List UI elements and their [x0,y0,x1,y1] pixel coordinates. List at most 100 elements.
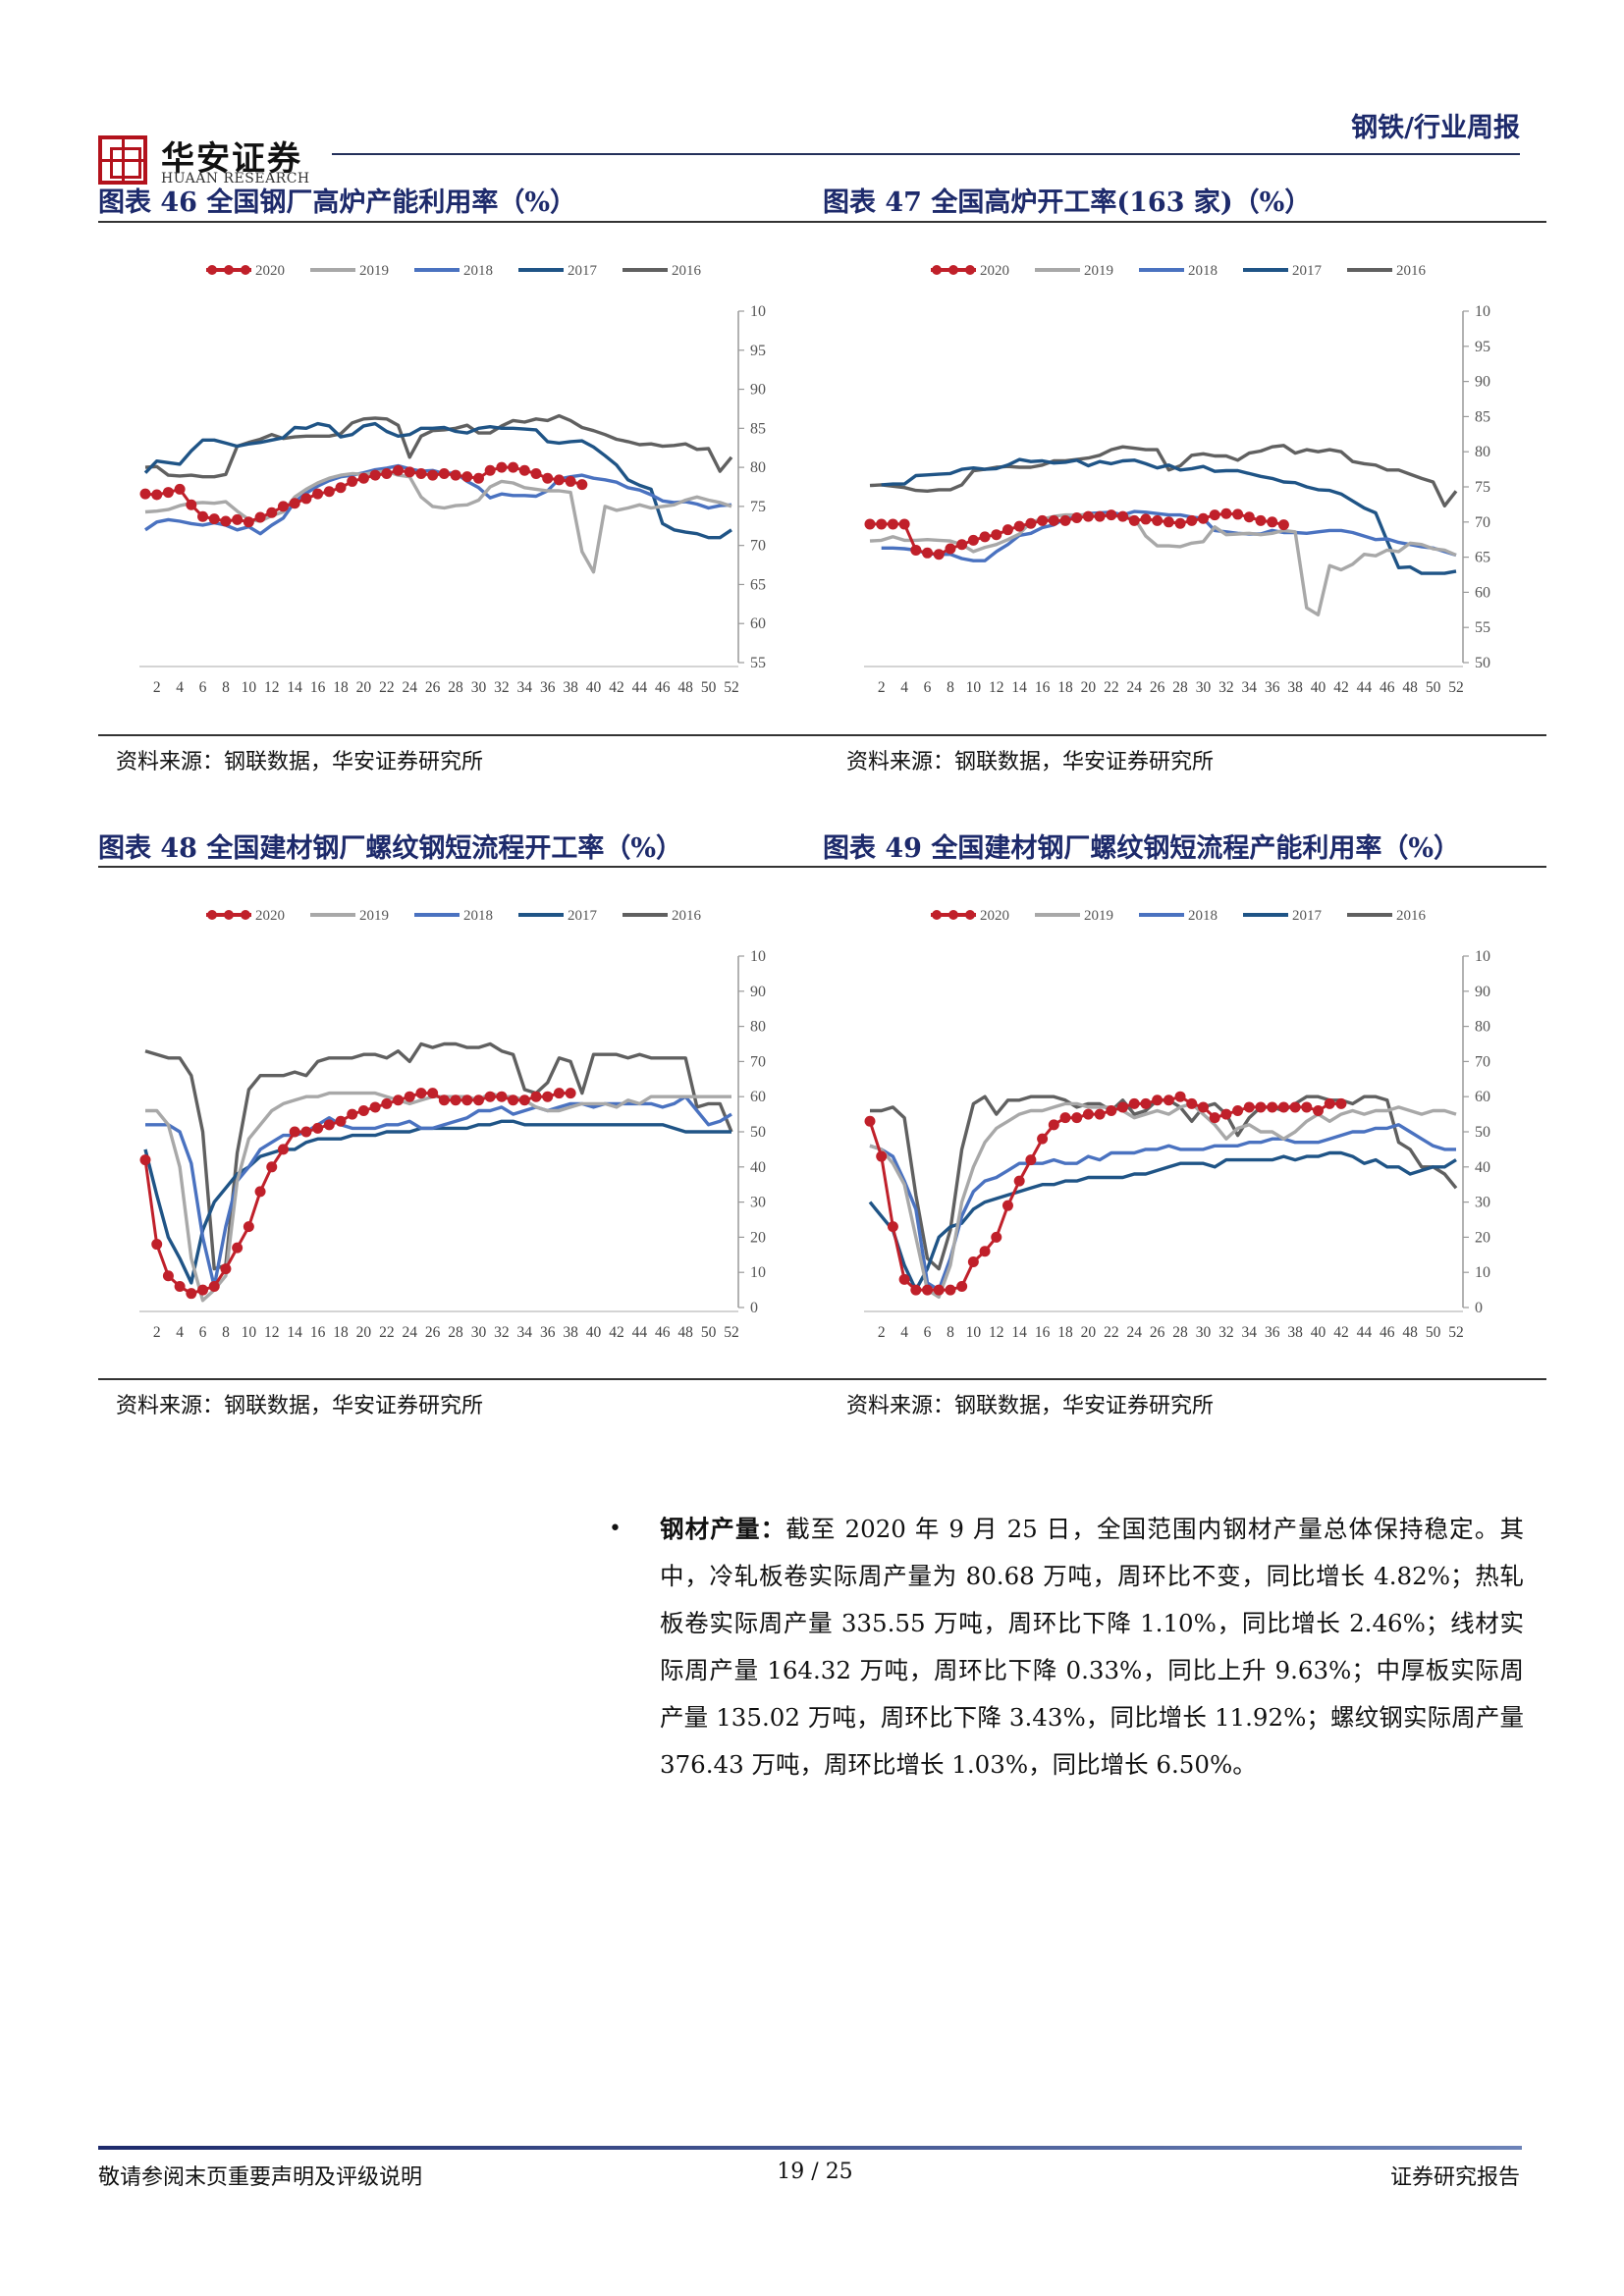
data-point-2020 [1267,1101,1278,1113]
data-point-2020 [1277,1101,1289,1113]
data-point-2020 [232,513,244,525]
data-point-2020 [300,493,312,505]
x-tick-label: 22 [1104,1324,1119,1341]
data-point-2020 [1255,1101,1267,1113]
y-tick-label: 85 [1475,408,1490,425]
data-point-2020 [1001,1200,1013,1211]
legend-label: 2017 [1292,263,1323,279]
data-point-2020 [1106,509,1117,521]
x-tick-label: 42 [609,679,624,696]
y-tick-label: 50 [1475,655,1490,671]
x-tick-label: 44 [1357,1324,1373,1341]
series-line-2019 [869,1101,1457,1299]
x-tick-label: 26 [425,1324,441,1341]
y-tick-label: 80 [750,459,766,476]
chart-source-48: 资料来源：钢联数据，华安证券研究所 [116,1394,484,1418]
y-tick-label: 80 [750,1019,766,1036]
data-point-2020 [335,482,347,494]
data-point-2020 [518,464,530,476]
data-point-2020 [910,544,922,556]
data-point-2020 [933,549,945,561]
x-tick-label: 16 [310,679,326,696]
data-point-2020 [496,1091,508,1102]
data-point-2020 [1186,1097,1198,1109]
legend-item-2018: 2018 [414,908,493,924]
y-tick-label: 10 [1475,1264,1490,1281]
x-tick-label: 42 [609,1324,624,1341]
data-point-2020 [323,1119,335,1131]
x-tick-label: 34 [517,1324,533,1341]
data-point-2020 [277,501,289,512]
x-tick-label: 10 [242,679,257,696]
data-point-2020 [415,1088,427,1099]
x-tick-label: 44 [632,679,648,696]
title-underline [98,221,1546,223]
x-tick-label: 10 [966,679,982,696]
y-tick-label: 75 [1475,479,1490,496]
data-point-2020 [208,513,220,525]
data-point-2020 [1209,1112,1220,1124]
chart-eaf-operating-rate: 2020 2019 2018 2017 201601020304050607080901… [139,908,766,1341]
series-line-2017 [143,1119,731,1285]
x-tick-label: 26 [1150,679,1165,696]
data-point-2020 [1048,1119,1059,1131]
data-point-2020 [461,1095,473,1106]
x-tick-label: 14 [287,1324,302,1341]
data-point-2020 [1197,1101,1209,1113]
data-point-2020 [1001,524,1013,536]
data-point-2020 [1255,514,1267,526]
data-point-2020 [404,1091,415,1102]
x-tick-label: 10 [966,1324,982,1341]
legend-label: 2020 [980,908,1009,924]
data-point-2020 [1163,516,1174,528]
report-type: 钢铁/行业周报 [1351,113,1520,143]
series-line-2018 [869,1123,1456,1292]
data-point-2020 [979,1246,991,1257]
x-tick-label: 52 [1448,679,1464,696]
y-tick-label: 60 [750,615,766,632]
data-point-2020 [530,467,542,479]
x-tick-label: 10 [242,1324,257,1341]
data-point-2020 [956,1281,968,1293]
legend-item-2020: 2020 [931,263,1009,279]
series-line-2017 [881,457,1457,575]
y-tick-label: 95 [1475,339,1490,355]
x-tick-label: 8 [222,679,230,696]
y-tick-label: 80 [1475,1019,1490,1036]
data-point-2020 [347,475,358,487]
x-tick-label: 42 [1333,679,1349,696]
x-tick-label: 48 [1402,1324,1418,1341]
data-point-2020 [369,469,381,481]
data-point-2020 [1243,1101,1255,1113]
series-line-2017 [143,421,732,540]
x-tick-label: 42 [1333,1324,1349,1341]
y-tick-label: 100 [1475,303,1490,320]
data-point-2020 [139,488,151,500]
x-tick-label: 16 [1035,1324,1051,1341]
data-point-2020 [174,1281,186,1293]
series-line-2019 [869,512,1457,616]
data-point-2020 [1037,514,1049,526]
footer-report-label: 证券研究报告 [1389,2165,1520,2190]
data-point-2020 [243,1221,254,1233]
x-tick-label: 34 [1242,1324,1258,1341]
x-tick-label: 26 [1150,1324,1165,1341]
data-point-2020 [186,1288,197,1300]
data-point-2020 [162,1270,174,1282]
title-underline [98,866,1546,868]
legend-item-2016: 2016 [1347,263,1427,279]
data-point-2020 [357,1105,369,1117]
data-point-2020 [1082,1108,1094,1120]
data-point-2020 [876,518,888,530]
data-point-2020 [438,1095,450,1106]
legend-label: 2018 [1188,263,1218,279]
logo-text-en: HUAAN RESEARCH [161,171,310,187]
data-point-2020 [174,483,186,495]
data-point-2020 [542,1091,554,1102]
x-tick-label: 48 [677,1324,693,1341]
data-point-2020 [1209,509,1220,521]
x-tick-label: 38 [563,1324,578,1341]
y-tick-label: 90 [750,382,766,399]
x-tick-label: 28 [448,679,463,696]
data-point-2020 [289,1126,300,1138]
